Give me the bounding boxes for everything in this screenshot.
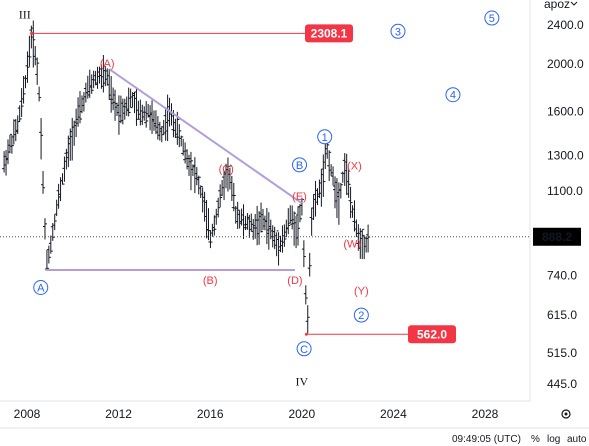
x-axis: 2008 2012 2016 2020 2024 2028 — [14, 407, 499, 421]
wave-label: (X) — [347, 161, 362, 173]
x-tick-label: 2024 — [380, 407, 407, 421]
wave-label-5: 5 — [489, 13, 495, 25]
wave-label: (E) — [292, 191, 307, 203]
trend-lines — [0, 68, 530, 271]
price-level-tag[interactable] — [408, 325, 456, 344]
y-tick-label: 445.0 — [547, 377, 577, 391]
auto-toggle[interactable]: auto — [567, 434, 587, 445]
wave-label-c: C — [300, 344, 308, 356]
wave-circle-2 — [353, 307, 369, 323]
wave-circle-4 — [445, 87, 461, 103]
price-level-tag[interactable] — [305, 24, 353, 43]
y-tick-label: 2400.0 — [547, 18, 584, 32]
wave-label: (Y) — [354, 286, 369, 298]
wave-label-2: 2 — [358, 310, 364, 322]
wave-label: (C) — [219, 163, 234, 175]
price-level-anchor — [304, 332, 308, 336]
currency-label[interactable]: apoz — [544, 0, 570, 11]
y-tick-label: 740.0 — [547, 269, 577, 283]
percent-toggle[interactable]: % — [531, 434, 540, 445]
log-toggle[interactable]: log — [547, 434, 560, 445]
settings-icon[interactable] — [561, 409, 571, 419]
wave-circle-3 — [390, 23, 406, 39]
chevron-down-icon[interactable] — [570, 1, 578, 6]
x-tick-label: 2016 — [197, 407, 224, 421]
wave-label: (B) — [203, 275, 218, 287]
wave-label-1: 1 — [322, 132, 328, 144]
clock-readout: 09:49:05 (UTC) — [452, 434, 521, 445]
degree-label: III — [19, 8, 31, 22]
wave-circle-b — [292, 157, 308, 173]
x-tick-label: 2008 — [14, 407, 41, 421]
y-tick-label: 1300.0 — [547, 149, 584, 163]
wave-label-3: 3 — [395, 26, 401, 38]
price-levels: 2308.1 562.0 — [30, 24, 456, 344]
wave-label: (A) — [100, 58, 115, 70]
y-tick-label: 2000.0 — [547, 57, 584, 71]
y-tick-label: 1100.0 — [547, 184, 583, 198]
trend-line — [108, 68, 303, 204]
price-level-anchor — [30, 31, 34, 35]
y-tick-label: 1600.0 — [547, 104, 584, 118]
axis-frame — [0, 0, 531, 402]
x-tick-label: 2012 — [105, 407, 132, 421]
y-axis: 2400.0 2000.0 1600.0 1300.0 1100.0 888.2 740.0… — [533, 18, 584, 391]
wave-circle-5 — [484, 10, 500, 26]
wave-label-b: B — [296, 160, 303, 172]
price-level-value: 2308.1 — [311, 26, 348, 40]
wave-circle-1 — [317, 129, 333, 145]
last-price-value: 888.2 — [542, 230, 572, 244]
wave-label: (D) — [287, 275, 302, 287]
wave-circle-a — [33, 279, 49, 295]
y-tick-label: 515.0 — [547, 346, 577, 360]
last-price-tag[interactable] — [533, 227, 581, 246]
wave-circle-c — [296, 341, 312, 357]
price-level-value: 562.0 — [417, 327, 447, 341]
wave-label-4: 4 — [450, 90, 456, 102]
x-tick-label: 2020 — [288, 407, 315, 421]
wave-labels: III IV (A) (B) (C) (D) (E) (W) (X) (Y) A B C 1 2 3 4 5 — [19, 8, 500, 389]
degree-label: IV — [295, 375, 308, 389]
x-tick-label: 2028 — [472, 407, 499, 421]
price-bars — [2, 20, 371, 334]
wave-label: (W) — [343, 239, 361, 251]
y-tick-label: 615.0 — [547, 308, 577, 322]
wave-label-a: A — [37, 282, 45, 294]
